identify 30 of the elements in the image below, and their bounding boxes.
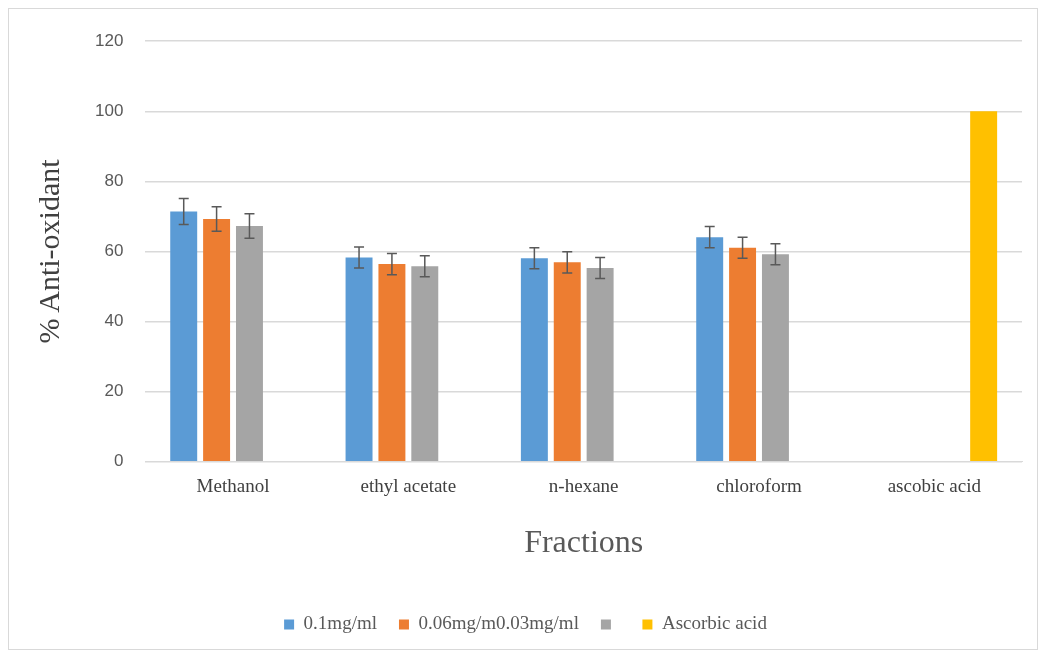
bar — [235, 225, 263, 462]
y-tick-label: 20 — [104, 381, 124, 401]
bar — [553, 262, 581, 462]
x-tick-label: chloroform — [716, 475, 802, 497]
y-tick-label: 120 — [94, 30, 124, 50]
y-tick-label: 80 — [104, 171, 124, 191]
legend-label: 0.1mg/ml — [303, 612, 377, 634]
bar — [696, 237, 724, 462]
bar — [203, 218, 231, 462]
bar — [729, 247, 757, 462]
bar — [761, 254, 789, 462]
y-tick-label: 0 — [113, 451, 124, 471]
y-tick-label: 100 — [94, 100, 124, 120]
bar — [345, 257, 373, 462]
bar — [378, 264, 406, 462]
bar — [586, 267, 614, 462]
y-axis-title: % Anti-oxidant — [31, 158, 65, 344]
x-tick-label: ethyl acetate — [360, 475, 457, 497]
bar — [411, 266, 439, 462]
x-tick-label: n-hexane — [548, 475, 619, 497]
y-tick-label: 60 — [104, 241, 124, 261]
bar — [520, 258, 548, 462]
legend-label: 0.06mg/m0.03mg/ml — [418, 612, 579, 634]
x-tick-label: Methanol — [196, 475, 270, 497]
y-tick-label: 40 — [104, 311, 124, 331]
x-tick-label: ascobic acid — [887, 475, 982, 497]
x-axis-title: Fractions — [524, 523, 644, 560]
bar — [970, 111, 998, 462]
bar — [170, 211, 198, 462]
legend-label: Ascorbic acid — [661, 612, 768, 634]
